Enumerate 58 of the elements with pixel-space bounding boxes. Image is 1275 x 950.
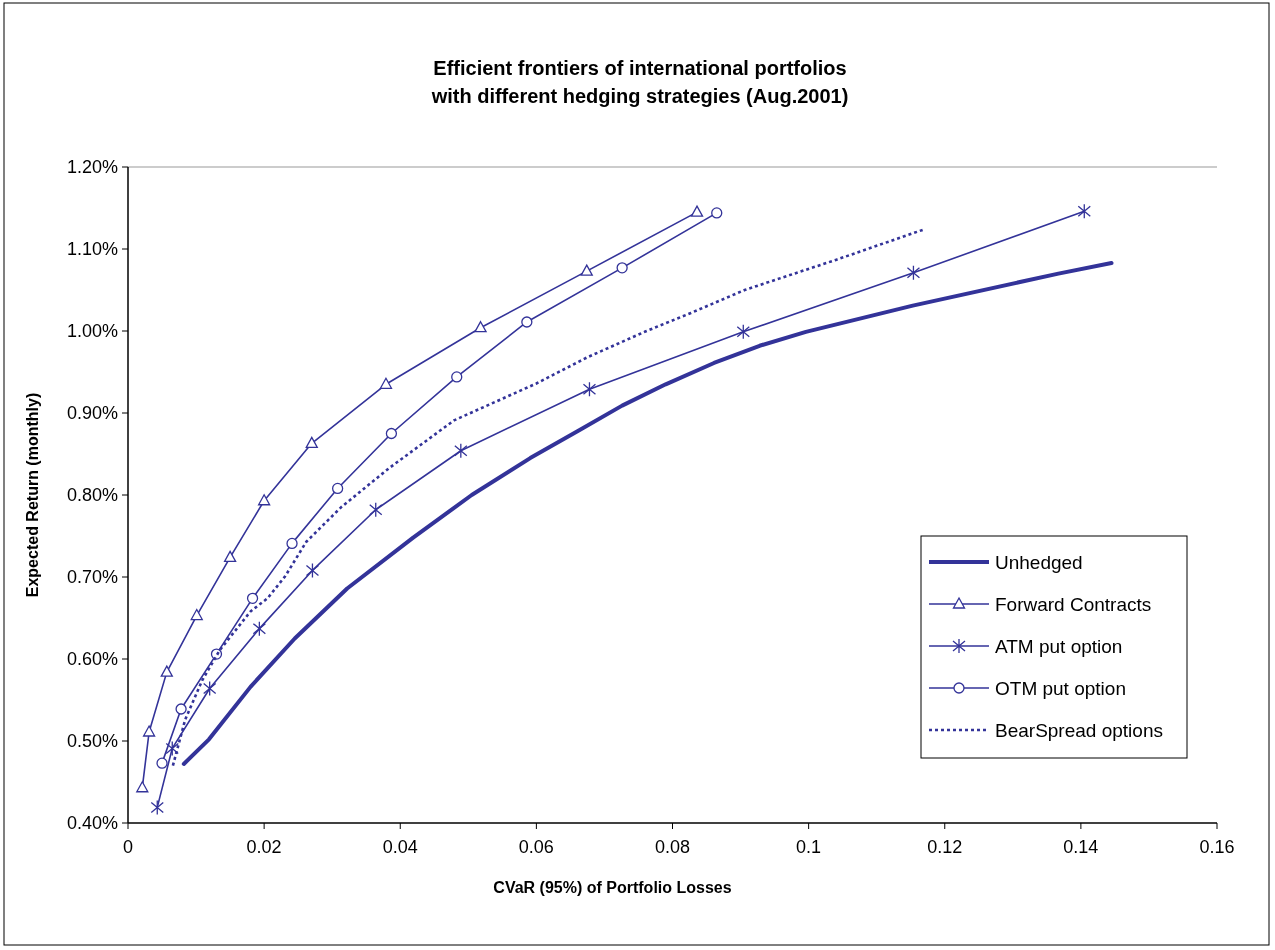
point	[223, 550, 237, 562]
point	[580, 264, 593, 276]
x-tick-label: 0.12	[927, 837, 963, 857]
legend-label: BearSpread options	[995, 719, 1163, 741]
x-axis-title: CVaR (95%) of Portfolio Losses	[493, 879, 732, 896]
point	[175, 703, 187, 715]
x-tick-label: 0.14	[1063, 837, 1099, 857]
legend-label: OTM put option	[995, 677, 1126, 699]
y-tick-label: 1.00%	[66, 321, 118, 342]
point	[369, 502, 383, 518]
x-tick-label: 0.04	[382, 837, 418, 857]
point	[1077, 203, 1091, 219]
x-tick-label: 0	[122, 837, 134, 857]
point	[160, 665, 173, 677]
y-tick-label: 0.90%	[66, 403, 118, 424]
point	[305, 436, 318, 448]
point	[305, 562, 320, 579]
point	[165, 740, 179, 757]
point	[736, 324, 750, 340]
point	[379, 377, 393, 389]
point	[711, 207, 723, 219]
legend-label: ATM put option	[995, 635, 1123, 657]
point	[156, 757, 168, 769]
point	[454, 443, 468, 459]
point	[203, 680, 217, 697]
legend-label: Forward Contracts	[995, 593, 1152, 615]
point	[385, 427, 398, 440]
chart-title: Efficient frontiers of international portfolios with different hedging strategies (Aug.2001)	[430, 57, 849, 107]
y-tick-label: 1.10%	[66, 239, 118, 260]
y-tick-label: 0.60%	[66, 649, 118, 670]
y-tick-label: 0.50%	[66, 731, 118, 752]
legend-label: Unhedged	[995, 551, 1083, 573]
x-tick-label: 0.1	[796, 837, 822, 857]
x-tick-label: 0.06	[518, 837, 554, 857]
point	[252, 621, 267, 637]
point	[136, 781, 149, 793]
y-tick-label: 1.20%	[66, 157, 118, 178]
point	[474, 321, 487, 333]
point	[286, 537, 298, 550]
point	[690, 205, 704, 217]
x-tick-label: 0.08	[654, 837, 691, 857]
point	[331, 482, 344, 495]
y-tick-label: 0.70%	[66, 567, 118, 588]
point	[521, 316, 533, 328]
x-tick-label: 0.02	[246, 837, 282, 857]
y-axis-title: Expected Return (monthly)	[24, 392, 41, 598]
point	[246, 592, 259, 604]
x-tick-label: 0.16	[1199, 837, 1235, 857]
point	[906, 265, 921, 281]
point	[142, 725, 156, 737]
point	[616, 262, 628, 274]
y-tick-label: 0.80%	[66, 485, 118, 506]
point	[150, 799, 164, 816]
point	[451, 371, 463, 383]
point	[257, 494, 271, 506]
y-tick-label: 0.40%	[66, 813, 118, 834]
point	[582, 381, 597, 397]
point	[190, 608, 203, 621]
